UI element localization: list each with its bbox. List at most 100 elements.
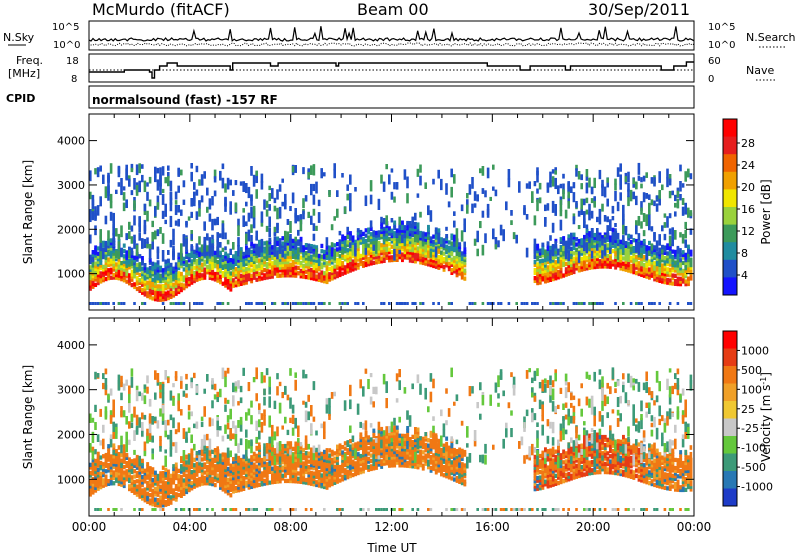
cell bbox=[356, 244, 360, 249]
cell bbox=[580, 262, 584, 267]
cell bbox=[120, 480, 124, 485]
cell bbox=[554, 270, 558, 276]
cell bbox=[200, 476, 204, 481]
cell bbox=[603, 244, 607, 256]
cell bbox=[112, 264, 116, 270]
cell bbox=[164, 499, 168, 505]
cell bbox=[216, 232, 219, 243]
cell bbox=[304, 261, 308, 266]
cell bbox=[112, 459, 116, 464]
cell bbox=[286, 231, 290, 241]
cell bbox=[211, 239, 215, 244]
cell bbox=[180, 282, 183, 287]
cell bbox=[325, 263, 329, 269]
cell bbox=[609, 256, 612, 261]
cell bbox=[219, 469, 222, 474]
cell bbox=[221, 457, 225, 463]
cell bbox=[336, 455, 339, 460]
cell bbox=[544, 217, 547, 227]
cell bbox=[557, 269, 560, 275]
cell bbox=[133, 268, 137, 274]
cell bbox=[221, 465, 225, 471]
cell bbox=[385, 215, 388, 226]
cell bbox=[541, 269, 545, 274]
cell bbox=[281, 178, 284, 183]
cell bbox=[193, 196, 196, 207]
cell bbox=[229, 428, 232, 440]
cell bbox=[107, 191, 110, 201]
cell bbox=[250, 400, 253, 408]
cpid-label: CPID bbox=[6, 92, 35, 105]
cell bbox=[390, 257, 394, 263]
cell bbox=[104, 482, 108, 487]
cell bbox=[302, 477, 306, 482]
cell bbox=[273, 463, 277, 468]
cell bbox=[128, 470, 131, 475]
cell bbox=[138, 467, 142, 472]
cell bbox=[94, 253, 98, 258]
cell bbox=[590, 241, 594, 246]
cell bbox=[263, 460, 267, 465]
cell bbox=[185, 487, 189, 492]
cell bbox=[476, 194, 479, 202]
cell bbox=[286, 302, 290, 305]
cell bbox=[89, 484, 92, 489]
cell bbox=[674, 194, 677, 202]
cell bbox=[629, 263, 633, 269]
cell bbox=[213, 464, 217, 469]
cell bbox=[242, 486, 246, 491]
cell bbox=[453, 242, 456, 247]
cell bbox=[190, 253, 194, 259]
cell bbox=[328, 469, 332, 474]
cell bbox=[151, 416, 154, 425]
cell bbox=[640, 240, 644, 245]
cell bbox=[232, 433, 235, 440]
cell bbox=[507, 169, 511, 180]
cell bbox=[385, 237, 389, 242]
cell bbox=[398, 255, 402, 260]
cell bbox=[130, 422, 134, 429]
cell bbox=[99, 477, 103, 482]
cell bbox=[299, 255, 303, 260]
cell bbox=[255, 436, 258, 444]
cell bbox=[291, 241, 295, 246]
cell bbox=[432, 247, 436, 253]
cell bbox=[356, 230, 360, 236]
cell bbox=[252, 377, 256, 383]
cell bbox=[562, 302, 565, 305]
cell bbox=[336, 508, 339, 511]
cell bbox=[616, 248, 620, 260]
cell bbox=[125, 474, 129, 479]
cell bbox=[294, 236, 297, 242]
cell bbox=[668, 281, 672, 286]
cell bbox=[107, 468, 111, 473]
cell bbox=[180, 302, 183, 305]
cell bbox=[169, 481, 173, 486]
cell bbox=[468, 302, 472, 305]
cell bbox=[99, 440, 102, 446]
cell bbox=[302, 210, 305, 220]
cell bbox=[213, 394, 217, 400]
cell bbox=[117, 465, 121, 470]
cell bbox=[583, 237, 586, 242]
cell bbox=[148, 295, 152, 300]
cell bbox=[403, 249, 407, 255]
cell bbox=[359, 235, 363, 240]
cell bbox=[104, 469, 108, 474]
cell bbox=[343, 241, 347, 246]
cell bbox=[388, 255, 391, 260]
cell bbox=[94, 250, 98, 256]
cell bbox=[323, 431, 326, 440]
cell bbox=[156, 292, 160, 297]
cell bbox=[245, 464, 248, 469]
cell bbox=[544, 249, 547, 254]
cell bbox=[346, 264, 350, 269]
cell bbox=[351, 267, 355, 272]
cell bbox=[302, 474, 306, 479]
cell bbox=[614, 223, 617, 228]
cell bbox=[531, 302, 534, 305]
cell bbox=[286, 262, 290, 267]
cell bbox=[375, 230, 378, 236]
cell bbox=[104, 250, 108, 255]
cell bbox=[252, 462, 256, 467]
